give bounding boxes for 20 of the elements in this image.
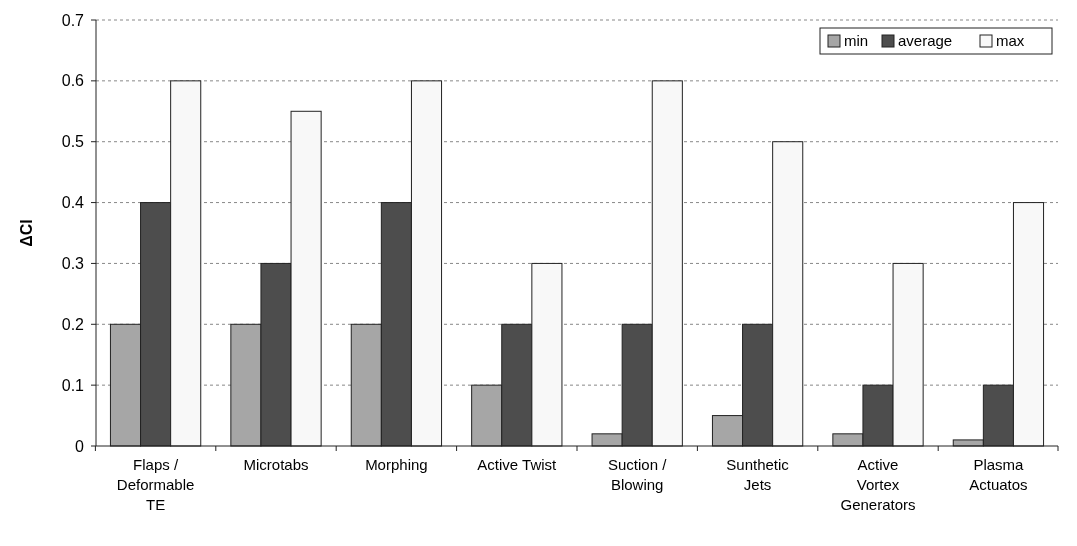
x-tick-label: Plasma Actuatos bbox=[969, 456, 1028, 493]
legend-label: min bbox=[844, 32, 869, 50]
x-tick-label: Microtabs bbox=[243, 456, 309, 473]
y-tick-label: 0.3 bbox=[61, 255, 85, 273]
x-tick-label: Suction / Blowing bbox=[608, 456, 668, 493]
x-tick-label: Flaps / Deformable TE bbox=[116, 456, 195, 513]
y-tick-label: 0.7 bbox=[61, 11, 85, 29]
y-tick-label: 0.1 bbox=[61, 376, 85, 394]
y-tick-label: 0 bbox=[75, 437, 85, 455]
y-axis-title: ΔCl bbox=[18, 219, 35, 247]
y-tick-label: 0.5 bbox=[61, 133, 85, 151]
y-tick-label: 0.2 bbox=[61, 315, 85, 333]
x-tick-label: Active Vortex Generators bbox=[840, 456, 916, 513]
x-tick-label: Sunthetic Jets bbox=[726, 456, 790, 493]
legend-label: max bbox=[996, 32, 1025, 50]
y-tick-label: 0.6 bbox=[61, 72, 85, 90]
legend-label: average bbox=[898, 32, 953, 50]
y-tick-label: 0.4 bbox=[61, 194, 85, 212]
x-tick-label: Morphing bbox=[365, 456, 428, 473]
x-tick-label: Active Twist bbox=[477, 456, 558, 473]
